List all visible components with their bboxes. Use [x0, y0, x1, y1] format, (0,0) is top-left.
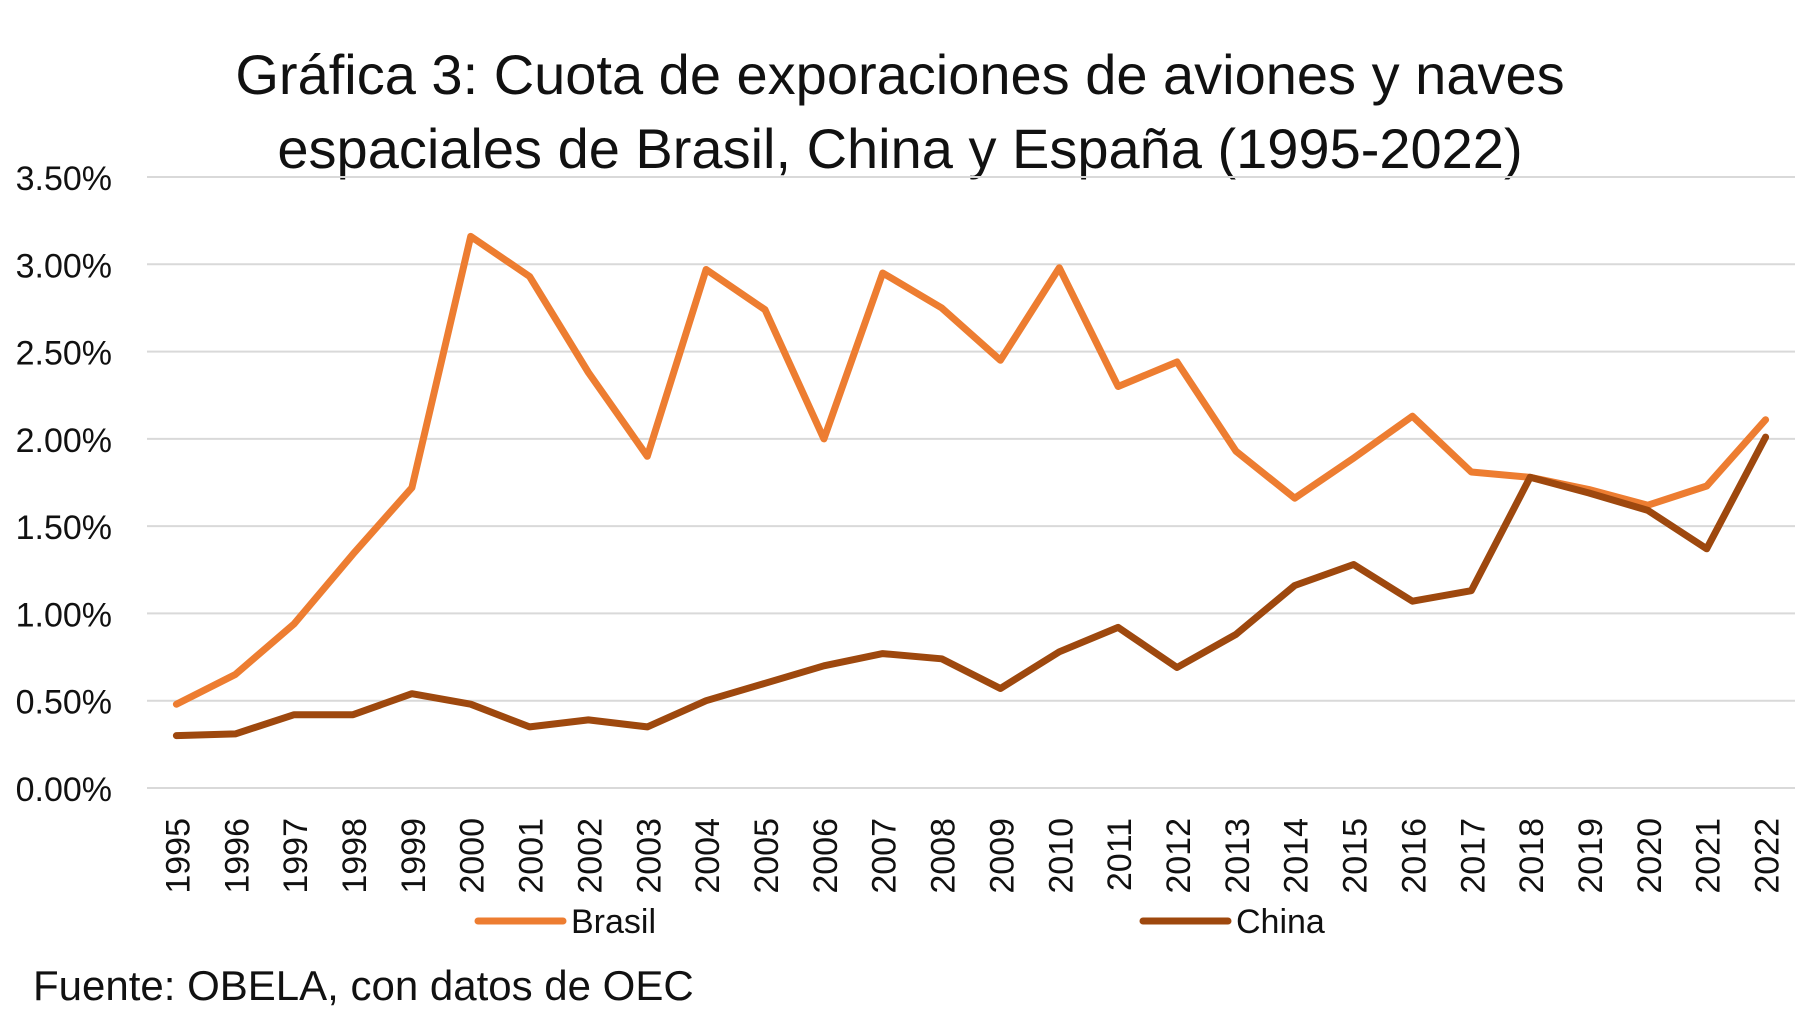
- series-line-brasil: [172, 232, 1770, 708]
- x-tick-label: 2007: [866, 818, 904, 894]
- x-tick-label: 1995: [159, 818, 197, 894]
- y-tick-label: 1.00%: [16, 596, 112, 634]
- series-line-china: [172, 433, 1770, 740]
- x-tick-label: 2021: [1690, 818, 1728, 894]
- x-tick-label: 2008: [925, 818, 963, 894]
- x-tick-label: 2016: [1395, 818, 1433, 894]
- x-tick-label: 1998: [336, 818, 374, 894]
- legend-label: China: [1236, 903, 1325, 941]
- y-tick-label: 3.00%: [16, 247, 112, 285]
- x-tick-label: 2019: [1572, 818, 1610, 894]
- x-axis-tick-labels: 1995 1996 1997 1998 1999 2000 2001 2002 2003 2004…: [159, 818, 1786, 894]
- x-tick-label: 2010: [1042, 818, 1080, 894]
- y-tick-label: 3.50%: [16, 160, 112, 198]
- x-tick-label: 2001: [513, 818, 551, 894]
- x-tick-label: 2020: [1631, 818, 1669, 894]
- x-tick-label: 2013: [1219, 818, 1257, 894]
- x-tick-label: 2004: [689, 818, 727, 894]
- y-tick-label: 2.50%: [16, 335, 112, 373]
- x-tick-label: 2000: [454, 818, 492, 894]
- x-tick-label: 2022: [1749, 818, 1787, 894]
- x-tick-label: 1999: [395, 818, 433, 894]
- x-tick-label: 2017: [1454, 818, 1492, 894]
- x-tick-label: 2014: [1278, 818, 1316, 894]
- x-tick-label: 2011: [1101, 818, 1139, 891]
- x-tick-label: 2018: [1513, 818, 1551, 894]
- legend: Brasil China: [474, 903, 1325, 941]
- x-tick-label: 2015: [1337, 818, 1375, 894]
- y-tick-label: 0.50%: [16, 684, 112, 722]
- y-tick-label: 0.00%: [16, 771, 112, 809]
- x-tick-label: 2009: [983, 818, 1021, 894]
- y-tick-label: 2.00%: [16, 422, 112, 460]
- x-tick-label: 2006: [807, 818, 845, 894]
- source-note: Fuente: OBELA, con datos de OEC: [33, 962, 694, 1009]
- chart-title: Gráfica 3: Cuota de exporaciones de avio…: [235, 43, 1565, 180]
- x-tick-label: 2005: [748, 818, 786, 894]
- x-tick-label: 1997: [277, 818, 315, 894]
- y-tick-label: 1.50%: [16, 509, 112, 547]
- x-tick-label: 2002: [571, 818, 609, 894]
- legend-label: Brasil: [571, 903, 656, 941]
- series-lines: [172, 232, 1770, 740]
- x-tick-label: 2012: [1160, 818, 1198, 894]
- y-axis-tick-labels: 0.00% 0.50% 1.00% 1.50% 2.00% 2.50% 3.00% 3.50%: [16, 160, 112, 809]
- x-tick-label: 1996: [218, 818, 256, 894]
- x-tick-label: 2003: [630, 818, 668, 894]
